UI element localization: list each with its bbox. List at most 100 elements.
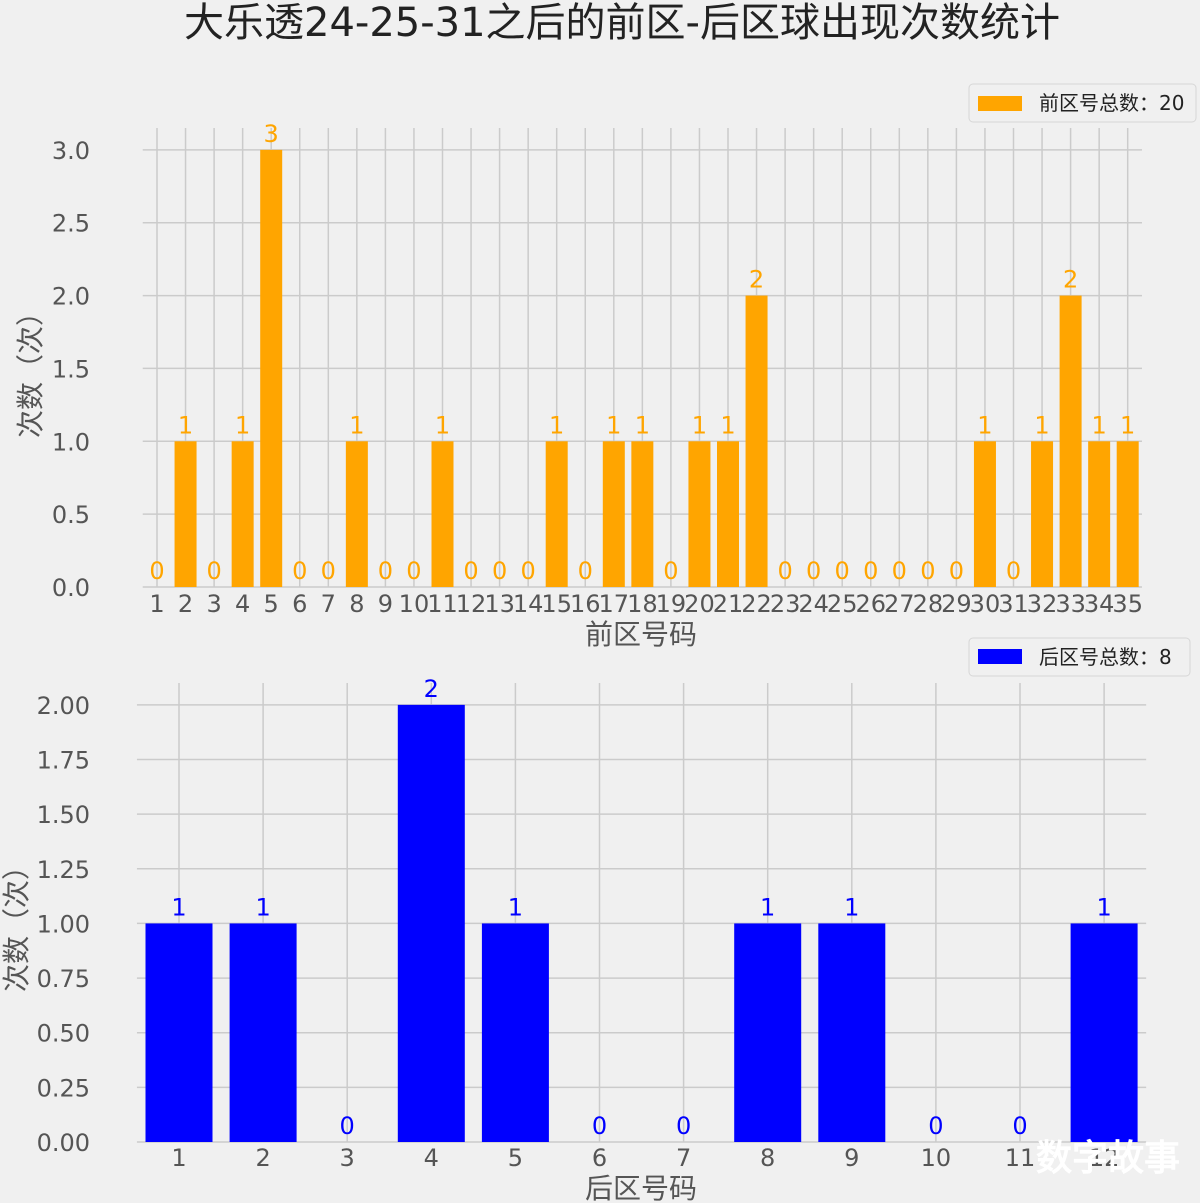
back-x-tick-label: 3 (340, 1144, 355, 1172)
front-x-tick-label: 19 (656, 590, 687, 618)
front-bar (688, 441, 711, 587)
front-data-label: 0 (892, 557, 907, 585)
front-x-tick-label: 5 (264, 590, 279, 618)
back-x-tick-label: 2 (255, 1144, 270, 1172)
front-data-label: 1 (1092, 411, 1107, 439)
front-legend: 前区号总数：20 (968, 83, 1197, 123)
front-y-tick-labels: 0.0 0.5 1.0 1.5 2.0 2.5 3.0 (52, 137, 90, 602)
back-legend-label: 后区号总数：8 (1039, 645, 1172, 669)
front-data-label: 2 (749, 266, 764, 294)
back-y-tick-label: 1.25 (37, 856, 90, 884)
front-data-label: 0 (777, 557, 792, 585)
back-legend-box (968, 637, 1191, 677)
front-legend-box (968, 83, 1197, 123)
back-data-label: 1 (508, 893, 523, 921)
back-y-tick-label: 0.00 (37, 1129, 90, 1157)
front-bar (174, 441, 197, 587)
front-x-tick-label: 6 (292, 590, 307, 618)
front-bars (174, 149, 1139, 587)
back-x-tick-label: 12 (1089, 1144, 1120, 1172)
front-x-tick-label: 25 (827, 590, 858, 618)
back-x-tick-label: 11 (1005, 1144, 1036, 1172)
front-x-tick-label: 24 (798, 590, 829, 618)
front-data-label: 0 (492, 557, 507, 585)
front-data-label: 0 (521, 557, 536, 585)
back-y-tick-label: 0.75 (37, 965, 90, 993)
watermark: 数字故事 (1036, 1138, 1180, 1179)
front-x-tick-label: 34 (1084, 590, 1115, 618)
front-x-tick-label: 18 (627, 590, 658, 618)
front-y-tick-label: 2.0 (52, 283, 90, 311)
back-bar (397, 704, 465, 1142)
front-data-label: 0 (835, 557, 850, 585)
back-bar (818, 923, 886, 1142)
front-bar (231, 441, 254, 587)
front-bar (1116, 441, 1139, 587)
front-data-label: 1 (1120, 411, 1135, 439)
front-data-label: 0 (463, 557, 478, 585)
front-data-label: 1 (349, 411, 364, 439)
front-bar (602, 441, 625, 587)
front-data-label: 1 (178, 411, 193, 439)
front-data-label: 0 (863, 557, 878, 585)
front-x-tick-label: 1 (149, 590, 164, 618)
back-bar (229, 923, 297, 1142)
front-data-label: 1 (720, 411, 735, 439)
front-x-tick-label: 3 (206, 590, 221, 618)
back-legend: 后区号总数：8 (968, 637, 1191, 677)
front-data-label: 1 (435, 411, 450, 439)
front-bar (1031, 441, 1054, 587)
front-x-tick-label: 2 (178, 590, 193, 618)
front-x-tick-label: 20 (684, 590, 715, 618)
chart-title: 大乐透24-25-31之后的前区-后区球出现次数统计 (184, 0, 1060, 46)
front-x-tick-label: 31 (998, 590, 1029, 618)
front-data-label: 0 (206, 557, 221, 585)
back-y-tick-label: 1.75 (37, 747, 90, 775)
front-bar (260, 149, 283, 587)
front-legend-label: 前区号总数：20 (1039, 91, 1184, 115)
front-x-tick-label: 27 (884, 590, 915, 618)
front-x-tick-label: 14 (513, 590, 544, 618)
front-data-label: 0 (663, 557, 678, 585)
front-x-tick-label: 29 (941, 590, 972, 618)
back-x-axis-label: 后区号码 (585, 1172, 697, 1203)
back-data-labels: 1 1 0 2 1 0 0 1 1 0 0 1 (171, 675, 1111, 1140)
front-y-axis-label: 次数（次） (14, 298, 47, 438)
front-bar (717, 441, 739, 587)
front-data-label: 0 (920, 557, 935, 585)
front-x-tick-label: 13 (484, 590, 515, 618)
front-y-tick-label: 3.0 (52, 137, 90, 165)
front-data-label: 1 (635, 411, 650, 439)
front-x-tick-label: 32 (1027, 590, 1058, 618)
front-bar (545, 441, 568, 587)
front-data-label: 0 (292, 557, 307, 585)
back-x-tick-label: 8 (760, 1144, 775, 1172)
back-y-tick-labels: 0.00 0.25 0.50 0.75 1.00 1.25 1.50 1.75 2.00 (37, 692, 90, 1157)
front-x-tick-label: 8 (349, 590, 364, 618)
front-data-label: 1 (977, 411, 992, 439)
front-y-tick-label: 0.5 (52, 501, 90, 529)
back-data-label: 0 (928, 1112, 943, 1140)
front-x-tick-label: 4 (235, 590, 250, 618)
front-data-label: 1 (549, 411, 564, 439)
front-data-label: 3 (264, 120, 279, 148)
back-bar (145, 923, 213, 1142)
front-y-tick-label: 2.5 (52, 210, 90, 238)
back-data-label: 0 (592, 1112, 607, 1140)
back-x-tick-label: 10 (921, 1144, 952, 1172)
front-x-tick-label: 30 (970, 590, 1001, 618)
front-bar (973, 441, 996, 587)
back-data-label: 1 (760, 893, 775, 921)
front-x-tick-label: 35 (1112, 590, 1143, 618)
back-data-label: 0 (340, 1112, 355, 1140)
front-data-label: 0 (1006, 557, 1021, 585)
front-data-label: 1 (235, 411, 250, 439)
front-bar (1088, 441, 1111, 587)
front-y-tick-label: 0.0 (52, 574, 90, 602)
front-legend-swatch (978, 96, 1022, 111)
front-bar (431, 441, 454, 587)
back-bar (481, 923, 549, 1142)
back-legend-swatch (978, 649, 1022, 664)
